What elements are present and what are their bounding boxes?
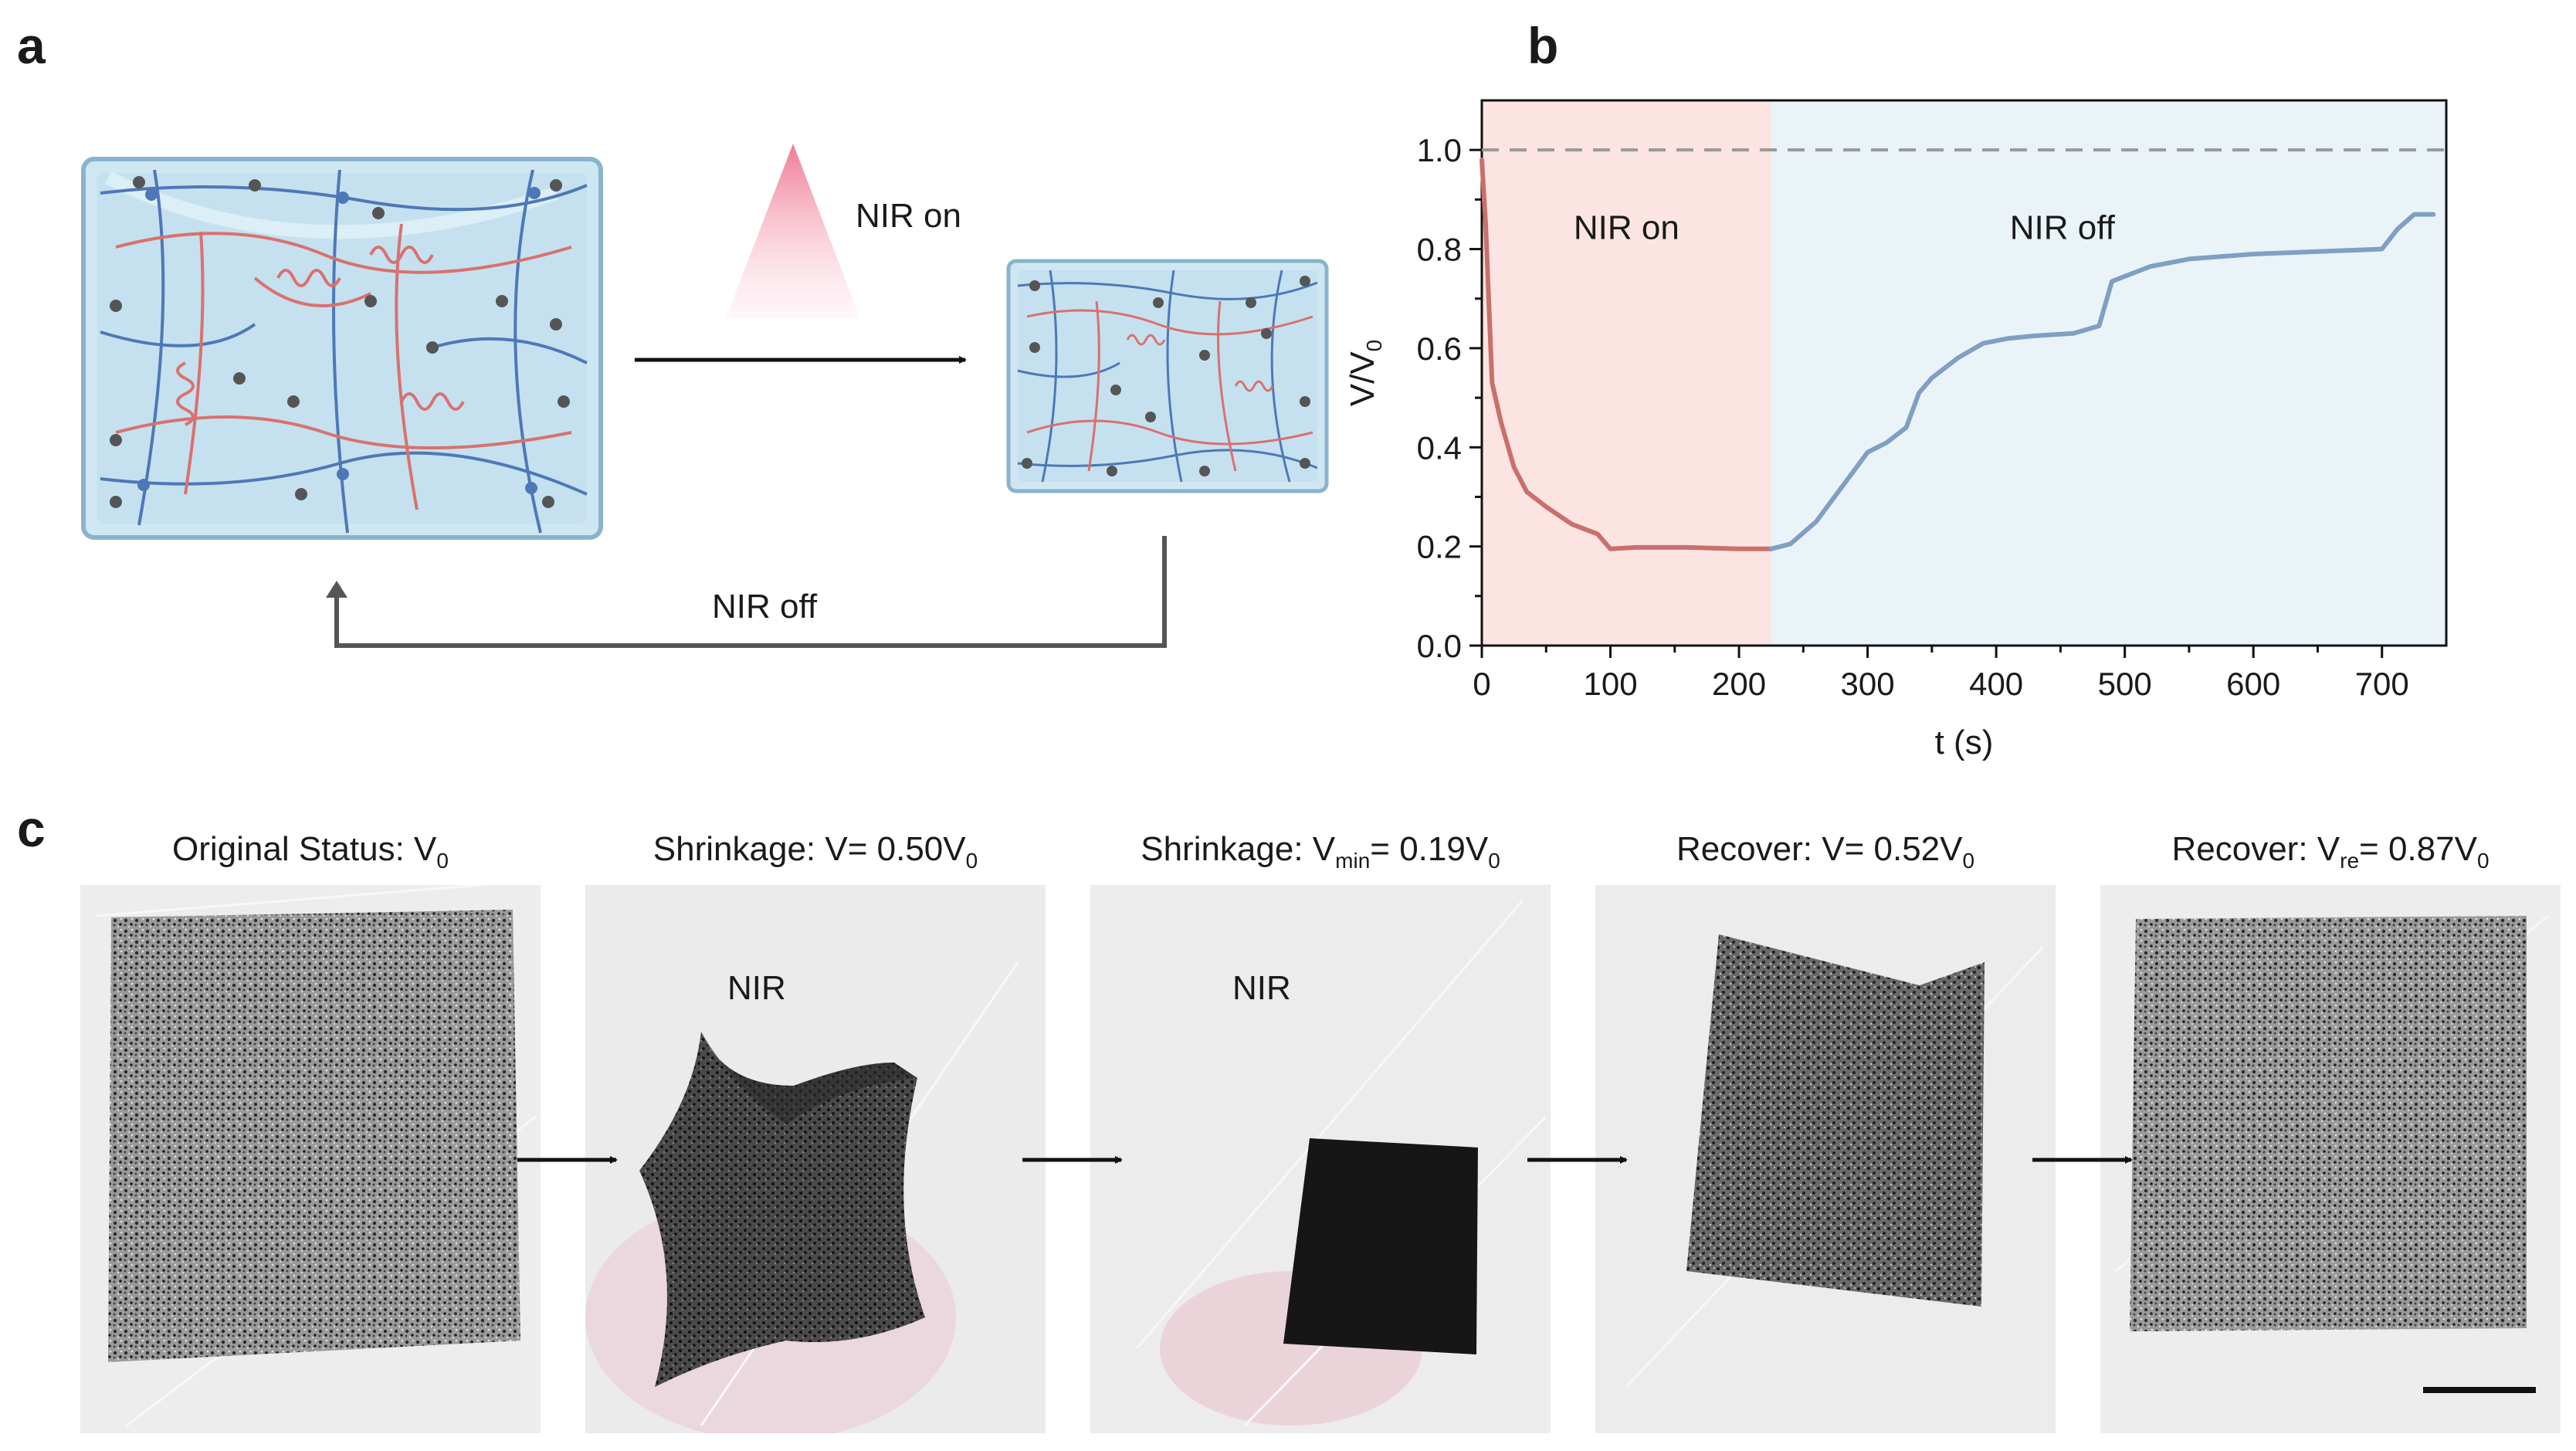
y-tick-label-5: 1.0 [1417,132,1462,168]
x-tick-label-7: 700 [2355,666,2409,702]
panel-b-chart: NIR on NIR off 0.0 0.2 0.4 0.6 0.8 1.0 0 100 200 30… [1344,99,2448,761]
y-tick-label-2: 0.4 [1417,429,1462,466]
photo-shrinkage-019: NIR [1090,885,1551,1433]
nir-label-1: NIR [727,969,786,1007]
panel-a-label: a [17,17,46,74]
region-nir-on [1482,100,1771,646]
photo-caption-1: Original Status: V0 [172,830,449,873]
plot-frame [1480,99,2448,647]
panel-a-schematic [81,144,1329,648]
photo-caption-2: Shrinkage: V= 0.50V0 [652,830,978,873]
x-tick-label-4: 400 [1969,666,2023,702]
region-label-1: NIR on [1574,209,1679,247]
y-tick-label-1: 0.2 [1417,529,1462,565]
panel-b-label: b [1527,17,1559,74]
y-tick-label-3: 0.6 [1417,331,1462,367]
y-axis-label: V/V0 [1344,340,1386,407]
x-tick-label-1: 100 [1583,666,1637,702]
photo-original [80,885,541,1433]
panel-c-label: c [17,800,46,857]
photo-shrinkage-050: NIR [585,885,1046,1433]
x-tick-label-5: 500 [2098,666,2152,702]
photo-recover-052 [1595,885,2056,1433]
scale-bar [2423,1387,2536,1393]
photo-recover-087 [2100,885,2561,1433]
series-line-2 [1768,212,2436,551]
x-tick-label-6: 600 [2226,666,2280,702]
large-hydrogel [81,157,603,540]
nir-light-cone-icon [726,144,860,318]
nir-off-label: NIR off [712,588,818,625]
x-tick-label-0: 0 [1473,666,1490,702]
x-tick-label-2: 200 [1712,666,1766,702]
x-tick-label-3: 300 [1841,666,1895,702]
region-label-2: NIR off [2010,209,2116,247]
photo-caption-5: Recover: Vre= 0.87V0 [2171,830,2490,873]
return-arrow [334,536,1167,648]
nir-on-label: NIR on [856,197,961,235]
shrunk-hydrogel [1006,259,1329,493]
y-tick-label-0: 0.0 [1417,628,1462,664]
region-nir-off [1771,100,2446,646]
photo-caption-3: Shrinkage: Vmin= 0.19V0 [1141,830,1500,873]
x-axis-label: t (s) [1935,724,1994,761]
photo-caption-4: Recover: V= 0.52V0 [1676,830,1975,873]
series-line-1 [1480,158,1774,551]
y-tick-label-4: 0.8 [1417,232,1462,268]
nir-label-2: NIR [1232,969,1291,1007]
